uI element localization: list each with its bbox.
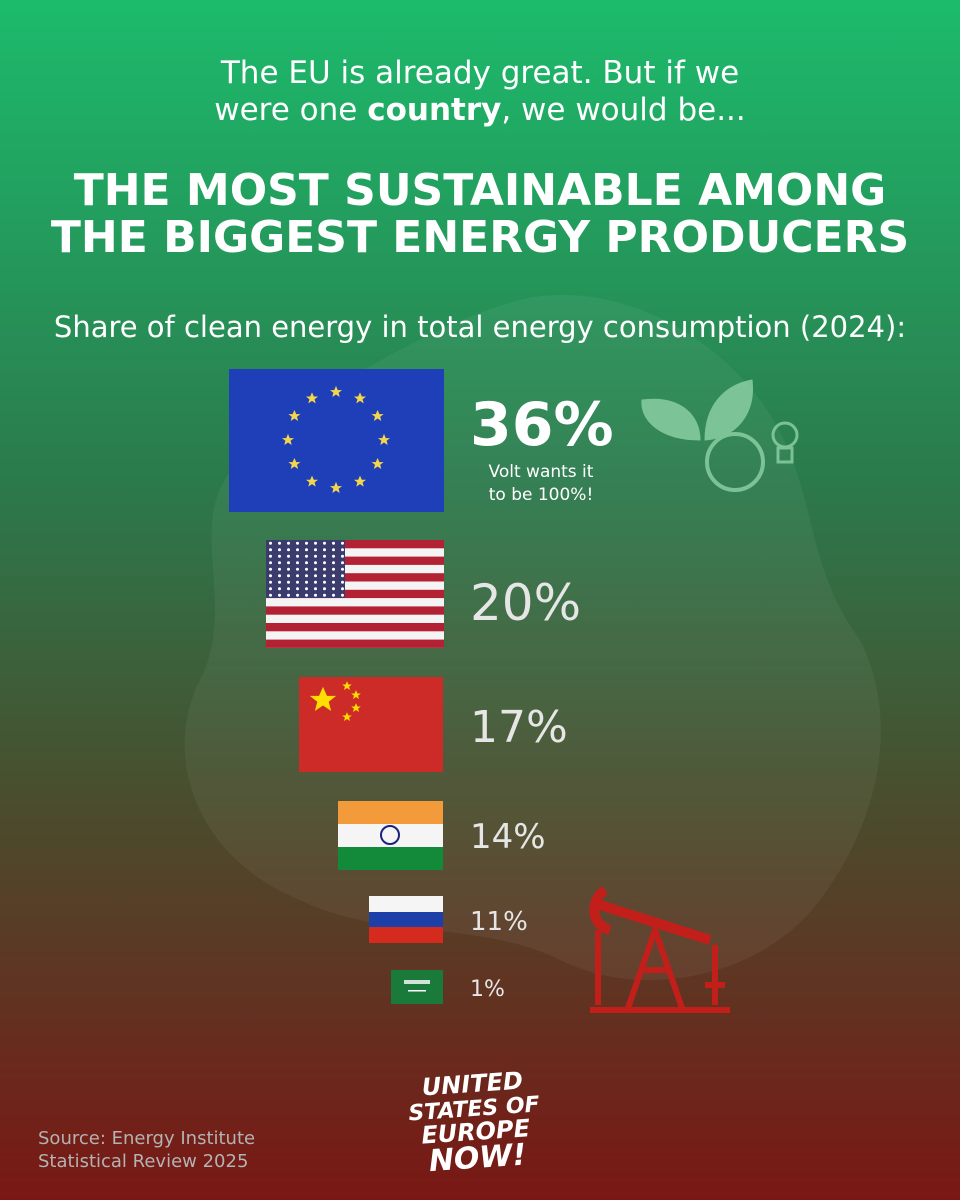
pump-rods bbox=[595, 930, 725, 1005]
note: to be 100%! bbox=[489, 485, 594, 505]
oil-pump-icon bbox=[589, 885, 730, 1013]
india-flag bbox=[338, 801, 443, 870]
pump-beam bbox=[598, 900, 712, 945]
eco-icon bbox=[641, 379, 799, 492]
intro-line: The EU is already great. But if we bbox=[220, 55, 739, 91]
title: THE BIGGEST ENERGY PRODUCERS bbox=[51, 212, 909, 263]
flag-stars bbox=[266, 540, 345, 598]
us-flag bbox=[266, 540, 444, 648]
eu-flag bbox=[229, 369, 444, 512]
note: Volt wants it bbox=[489, 462, 594, 482]
logo: UNITED STATES OF EUROPE NOW! bbox=[408, 1066, 541, 1179]
value-label: 36% bbox=[470, 390, 614, 460]
value-label: 20% bbox=[470, 574, 581, 632]
flag-script bbox=[404, 980, 430, 984]
flag-band bbox=[369, 896, 443, 912]
value-label: 1% bbox=[470, 977, 505, 1002]
source: Source: Energy Institute bbox=[38, 1128, 255, 1149]
china-flag bbox=[299, 677, 443, 772]
saudi-flag bbox=[391, 970, 443, 1004]
flag-band bbox=[369, 927, 443, 943]
flag-band bbox=[338, 801, 443, 824]
flag-band bbox=[338, 824, 443, 847]
flag-band bbox=[369, 912, 443, 927]
leaf bbox=[641, 398, 701, 441]
intro-line: were one country, we would be... bbox=[214, 92, 746, 128]
subtitle: Share of clean energy in total energy co… bbox=[54, 310, 906, 344]
pump-frame bbox=[625, 920, 685, 1009]
flag-band bbox=[338, 847, 443, 870]
logo-line: NOW! bbox=[428, 1137, 528, 1179]
flag-sword bbox=[408, 990, 426, 992]
intro-text: , we would be... bbox=[501, 92, 745, 128]
bulb-base bbox=[776, 446, 794, 464]
russia-flag bbox=[369, 896, 443, 943]
flag-field bbox=[299, 677, 443, 772]
flag-wheel bbox=[380, 825, 400, 845]
flag-field bbox=[391, 970, 443, 1004]
value-label: 11% bbox=[470, 907, 528, 937]
value-label: 14% bbox=[470, 817, 546, 857]
pump-head bbox=[589, 885, 612, 935]
globe bbox=[705, 432, 765, 492]
title: THE MOST SUSTAINABLE AMONG bbox=[74, 165, 887, 216]
intro-text: were one bbox=[214, 92, 367, 128]
value-label: 17% bbox=[470, 702, 568, 753]
intro-bold: country bbox=[367, 92, 501, 128]
source: Statistical Review 2025 bbox=[38, 1151, 248, 1172]
